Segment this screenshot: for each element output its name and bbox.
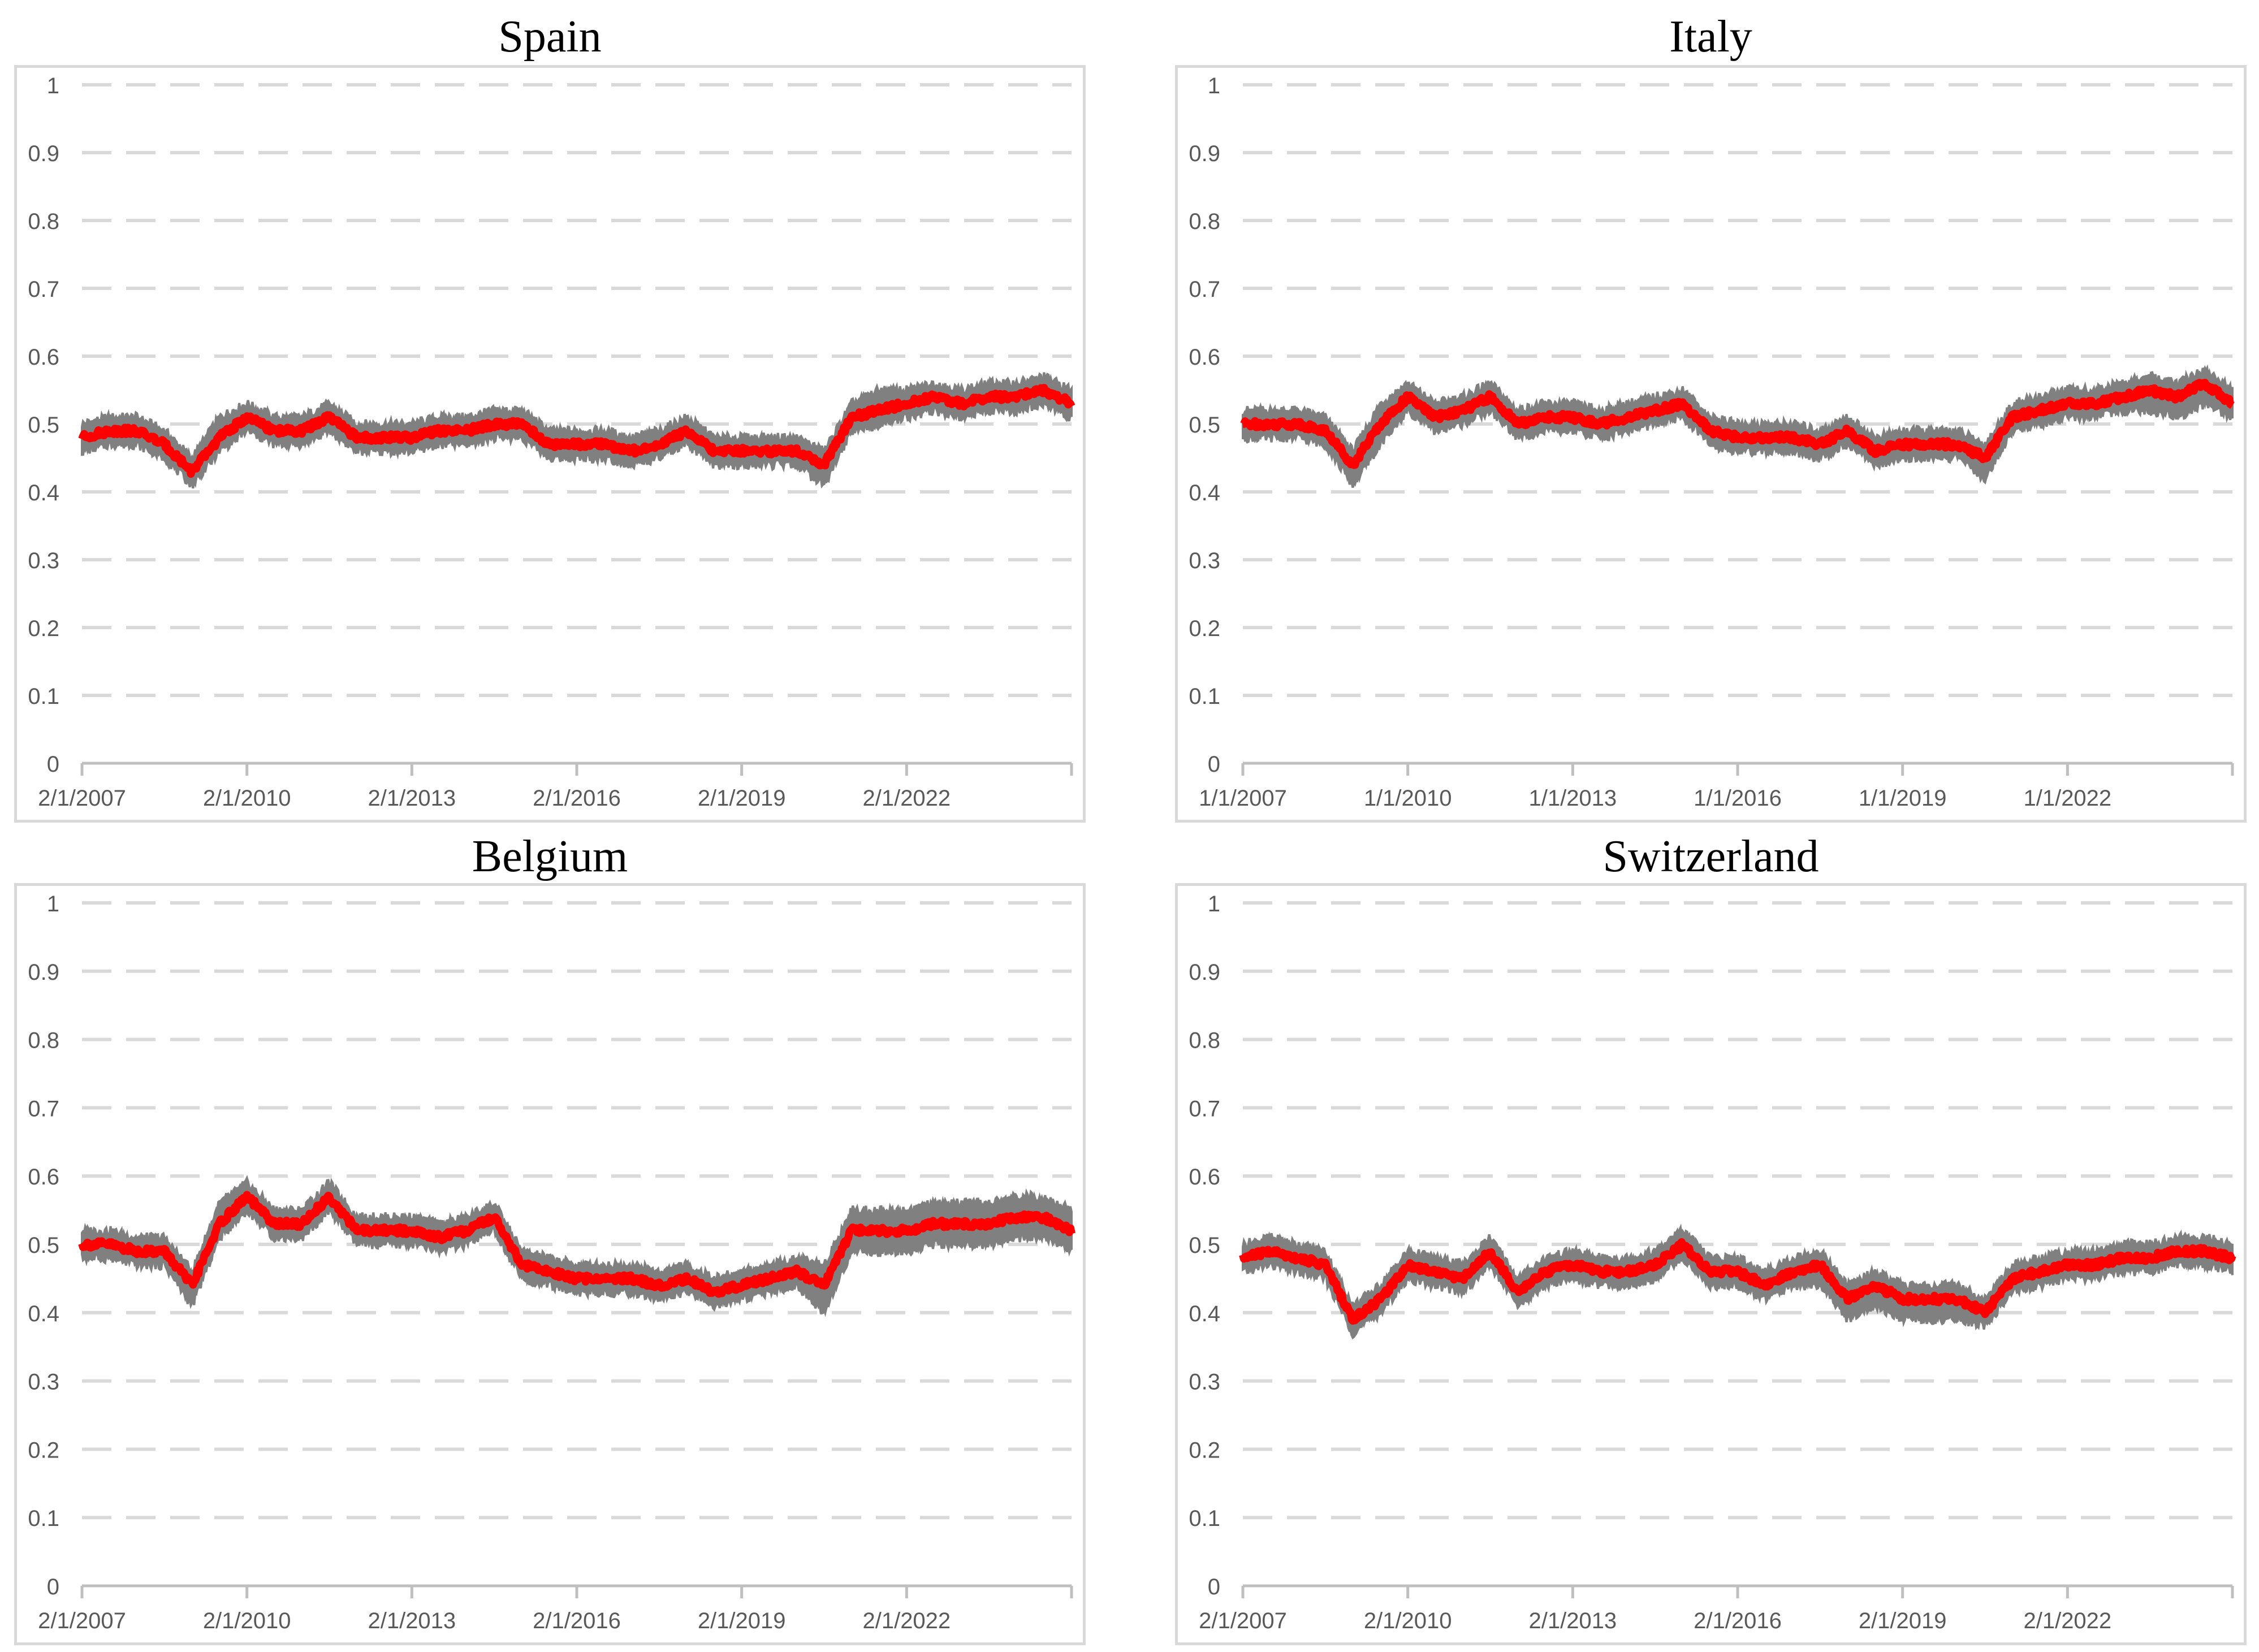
plot-area: 0 0.1 0.2 0.3 0.4 0.5 0.6 0.7 0.8 0.9 1 2/1/2007 2/1… bbox=[14, 65, 1086, 823]
x-tick-label: 2/1/2013 bbox=[368, 1608, 456, 1633]
x-tick-label: 2/1/2013 bbox=[1528, 1608, 1617, 1633]
series-lower-line bbox=[81, 397, 1073, 488]
x-tick-label: 2/1/2013 bbox=[368, 786, 456, 811]
x-tick-label: 2/1/2010 bbox=[203, 786, 291, 811]
x-tick-label: 2/1/2007 bbox=[38, 1608, 126, 1633]
x-tick-label: 1/1/2022 bbox=[2023, 786, 2111, 811]
y-tick-label: 0.2 bbox=[1189, 1438, 1220, 1463]
x-tick-label: 2/1/2022 bbox=[2023, 1608, 2111, 1633]
y-tick-label: 0.9 bbox=[1189, 141, 1220, 166]
series-center-line bbox=[1239, 1238, 2236, 1325]
y-tick-label: 0 bbox=[47, 752, 59, 777]
y-tick-label: 0.4 bbox=[28, 1301, 59, 1326]
y-tick-label: 0.6 bbox=[1189, 345, 1220, 370]
y-tick-label: 0.1 bbox=[28, 684, 59, 709]
y-tick-label: 0.7 bbox=[28, 1096, 59, 1121]
y-tick-label: 0.5 bbox=[28, 1233, 59, 1258]
y-tick-label: 0.8 bbox=[28, 209, 59, 234]
y-tick-label: 0.1 bbox=[1189, 1506, 1220, 1531]
y-tick-label: 0.6 bbox=[1189, 1165, 1220, 1190]
series-center-line bbox=[1239, 379, 2236, 469]
chart-title: Italy bbox=[1669, 12, 1752, 62]
y-tick-label: 0.4 bbox=[28, 481, 59, 505]
y-tick-label: 1 bbox=[1208, 73, 1220, 98]
series-lower-line bbox=[81, 1206, 1072, 1317]
series-upper-line bbox=[1242, 364, 2234, 456]
y-tick-label: 0.7 bbox=[1189, 1096, 1220, 1121]
y-tick-label: 0.3 bbox=[28, 1370, 59, 1395]
chart-title: Spain bbox=[498, 12, 602, 62]
y-tick-label: 0.3 bbox=[1189, 1370, 1220, 1395]
y-tick-label: 0.9 bbox=[28, 960, 59, 985]
y-tick-label: 0.7 bbox=[1189, 277, 1220, 302]
series-center-line bbox=[78, 1191, 1075, 1298]
series-center-line bbox=[78, 384, 1075, 478]
panel-belgium: Belgium 0 0.1 0.2 0.3 0.4 0.5 0.6 0.7 0.8 0.9 1 2/1… bbox=[14, 820, 1086, 1645]
y-tick-label: 0.5 bbox=[28, 413, 59, 438]
x-tick-label: 1/1/2019 bbox=[1859, 786, 1947, 811]
x-tick-label: 2/1/2019 bbox=[698, 786, 786, 811]
series-lower-line bbox=[1242, 1252, 2234, 1340]
chart-title: Switzerland bbox=[1603, 832, 1819, 881]
panel-spain: Spain 0 0.1 0.2 0.3 0.4 0.5 0.6 0.7 0.8 0.9 1 2/1/2… bbox=[14, 0, 1086, 823]
y-tick-label: 0.8 bbox=[1189, 209, 1220, 234]
x-tick-label: 2/1/2010 bbox=[1364, 1608, 1452, 1633]
x-tick-label: 2/1/2022 bbox=[862, 1608, 951, 1633]
y-tick-label: 0.8 bbox=[1189, 1028, 1220, 1053]
plot-area: 0 0.1 0.2 0.3 0.4 0.5 0.6 0.7 0.8 0.9 1 1/1/2007 1/1… bbox=[1175, 65, 2247, 823]
y-tick-label: 0.5 bbox=[1189, 1233, 1220, 1258]
x-tick-label: 2/1/2007 bbox=[1199, 1608, 1287, 1633]
x-tick-label: 2/1/2016 bbox=[533, 1608, 621, 1633]
y-tick-label: 0.5 bbox=[1189, 413, 1220, 438]
y-tick-label: 0.4 bbox=[1189, 481, 1220, 505]
y-tick-label: 0.6 bbox=[28, 345, 59, 370]
x-tick-label: 2/1/2010 bbox=[203, 1608, 291, 1633]
chart-svg: 0 0.1 0.2 0.3 0.4 0.5 0.6 0.7 0.8 0.9 1 2/1/2007 2/1… bbox=[28, 892, 1075, 1633]
series-upper-line bbox=[81, 1175, 1073, 1285]
x-tick-label: 2/1/2007 bbox=[38, 786, 126, 811]
y-tick-label: 0.3 bbox=[28, 548, 59, 573]
y-tick-label: 0.1 bbox=[1189, 684, 1220, 709]
x-tick-label: 2/1/2019 bbox=[698, 1608, 786, 1633]
y-tick-label: 0 bbox=[1208, 1575, 1220, 1599]
x-tick-label: 2/1/2016 bbox=[1694, 1608, 1782, 1633]
series-lower-line bbox=[1242, 399, 2234, 488]
x-tick-label: 2/1/2016 bbox=[533, 786, 621, 811]
y-tick-label: 0 bbox=[1208, 752, 1220, 777]
y-tick-label: 0.9 bbox=[28, 141, 59, 166]
y-tick-label: 1 bbox=[1208, 892, 1220, 916]
y-tick-label: 1 bbox=[47, 892, 59, 916]
chart-title: Belgium bbox=[472, 832, 628, 881]
panel-italy: Italy 0 0.1 0.2 0.3 0.4 0.5 0.6 0.7 0.8 0.9 1 1/1/2… bbox=[1175, 0, 2247, 823]
x-tick-label: 1/1/2007 bbox=[1199, 786, 1287, 811]
y-tick-label: 0 bbox=[47, 1575, 59, 1599]
panel-switzerland: Switzerland 0 0.1 0.2 0.3 0.4 0.5 0.6 0.7 0.8 0.9… bbox=[1175, 820, 2247, 1645]
y-tick-label: 0.1 bbox=[28, 1506, 59, 1531]
plot-area: 0 0.1 0.2 0.3 0.4 0.5 0.6 0.7 0.8 0.9 1 2/1/2007 2/1… bbox=[1175, 883, 2247, 1645]
x-tick-label: 1/1/2013 bbox=[1528, 786, 1617, 811]
x-tick-label: 1/1/2016 bbox=[1694, 786, 1782, 811]
x-tick-label: 2/1/2022 bbox=[862, 786, 951, 811]
chart-svg: 0 0.1 0.2 0.3 0.4 0.5 0.6 0.7 0.8 0.9 1 1/1/2007 1/1… bbox=[1189, 73, 2236, 811]
y-tick-label: 0.6 bbox=[28, 1165, 59, 1190]
y-tick-label: 0.2 bbox=[28, 1438, 59, 1463]
y-tick-label: 0.7 bbox=[28, 277, 59, 302]
y-tick-label: 0.2 bbox=[28, 616, 59, 641]
series-upper-line bbox=[1242, 1223, 2234, 1309]
x-tick-label: 1/1/2010 bbox=[1364, 786, 1452, 811]
y-tick-label: 0.2 bbox=[1189, 616, 1220, 641]
x-tick-label: 2/1/2019 bbox=[1859, 1608, 1947, 1633]
y-tick-label: 0.3 bbox=[1189, 548, 1220, 573]
y-tick-label: 0.9 bbox=[1189, 960, 1220, 985]
chart-svg: 0 0.1 0.2 0.3 0.4 0.5 0.6 0.7 0.8 0.9 1 2/1/2007 2/1… bbox=[28, 73, 1075, 811]
y-tick-label: 0.8 bbox=[28, 1028, 59, 1053]
chart-svg: 0 0.1 0.2 0.3 0.4 0.5 0.6 0.7 0.8 0.9 1 2/1/2007 2/1… bbox=[1189, 892, 2236, 1633]
y-tick-label: 0.4 bbox=[1189, 1301, 1220, 1326]
series-upper-line bbox=[81, 372, 1073, 465]
plot-area: 0 0.1 0.2 0.3 0.4 0.5 0.6 0.7 0.8 0.9 1 2/1/2007 2/1… bbox=[14, 883, 1086, 1645]
y-tick-label: 1 bbox=[47, 73, 59, 98]
